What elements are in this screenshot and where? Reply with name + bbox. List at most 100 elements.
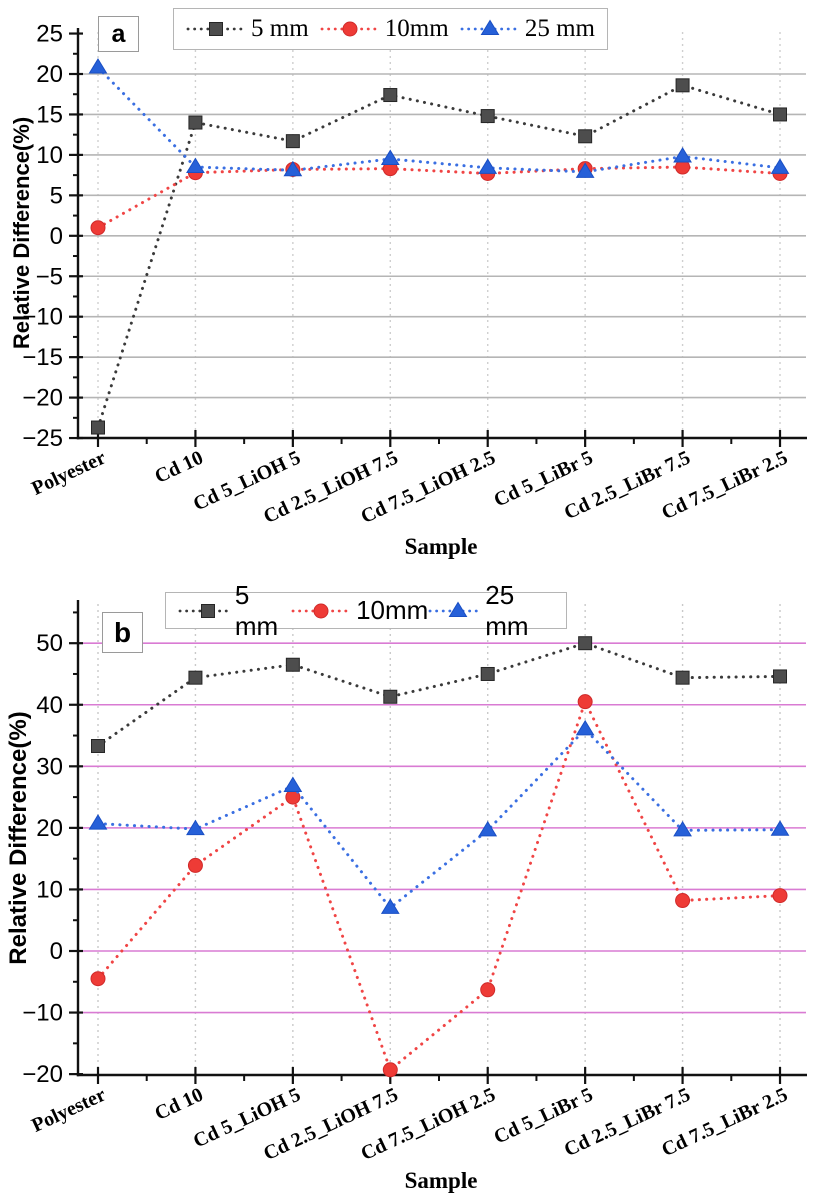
triangle-marker: [186, 157, 205, 174]
series-line-10mm: [96, 697, 782, 1073]
square-marker: [675, 670, 690, 685]
y-tick-label: 40: [36, 692, 63, 719]
panel-b-label-box: b: [102, 612, 143, 653]
square-marker: [578, 129, 593, 144]
square-marker: [188, 115, 203, 130]
circle-marker: [675, 893, 691, 909]
category-label: Polyester: [28, 447, 109, 500]
legend-marker: [209, 22, 223, 36]
legend-label-25mm: 25 mm: [485, 579, 529, 641]
dotted-line-triangle-marker-icon: [428, 601, 481, 617]
legend-panel-b: 5 mm 10mm 25 mm: [165, 580, 567, 641]
legend-marker: [480, 19, 500, 35]
legend-marker: [342, 21, 358, 37]
series-line-5mm: [96, 641, 782, 748]
square-marker: [188, 670, 203, 685]
y-tick-label: 0: [50, 223, 63, 250]
y-tick-label: −10: [22, 304, 63, 331]
square-marker: [578, 636, 593, 651]
y-tick-label: 10: [36, 142, 63, 169]
circle-marker: [772, 888, 788, 904]
square-marker: [285, 657, 300, 672]
square-marker: [773, 107, 788, 122]
y-tick-label: 5: [50, 182, 63, 209]
circle-marker: [90, 971, 106, 987]
y-tick-label: 20: [36, 61, 63, 88]
series-line-25mm: [96, 66, 782, 174]
legend-item-25mm: 25 mm: [460, 15, 595, 43]
legend-panel-a: 5 mm 10mm 25 mm: [173, 8, 608, 50]
y-tick-label: 20: [36, 815, 63, 842]
x-axis-title-a: Sample: [404, 534, 478, 559]
triangle-marker: [186, 819, 205, 836]
square-marker: [480, 109, 495, 124]
dotted-line-circle-marker-icon: [291, 603, 351, 618]
x-axis-title-b: Sample: [404, 1168, 478, 1193]
square-marker: [285, 134, 300, 149]
triangle-marker: [380, 149, 400, 165]
circle-marker: [382, 1062, 398, 1078]
y-axis-title-a: Relative Difference(%): [9, 116, 34, 350]
legend-label-10mm: 10mm: [356, 595, 429, 625]
dotted-line-triangle-marker-icon: [460, 19, 520, 35]
legend-item-5mm: 5 mm: [186, 15, 309, 43]
square-marker: [91, 739, 105, 754]
legend-marker: [448, 601, 468, 617]
square-marker: [91, 420, 105, 435]
y-tick-label: −25: [22, 425, 63, 452]
triangle-marker: [673, 147, 692, 163]
series-line-25mm: [96, 727, 782, 911]
category-label: Cd 10: [151, 1084, 206, 1125]
triangle-marker: [283, 776, 303, 793]
legend-label-5mm: 5 mm: [234, 579, 279, 641]
triangle-marker: [380, 898, 400, 914]
triangle-marker: [673, 820, 692, 837]
y-tick-label: −20: [22, 385, 63, 412]
panel-b-label: b: [113, 616, 132, 648]
triangle-marker: [478, 820, 498, 837]
y-tick-label: 30: [36, 753, 63, 780]
category-label: Polyester: [28, 1084, 109, 1137]
triangle-marker: [575, 719, 595, 736]
square-marker: [383, 689, 398, 704]
y-tick-label: 50: [36, 630, 63, 657]
series-line-10mm: [96, 165, 782, 230]
series-line-5mm: [96, 83, 782, 430]
dotted-line-circle-marker-icon: [320, 21, 380, 37]
y-axis-title-b: Relative Difference(%): [5, 711, 32, 965]
square-marker: [480, 666, 495, 681]
legend-marker: [313, 603, 329, 618]
y-tick-label: 15: [36, 101, 63, 128]
legend-item-10mm: 10mm: [320, 15, 449, 43]
panel-a-label-box: a: [98, 16, 139, 52]
dotted-line-square-marker-icon: [178, 603, 230, 618]
triangle-marker: [770, 820, 790, 836]
y-tick-label: 0: [50, 938, 63, 965]
circle-marker: [577, 694, 593, 710]
y-tick-label: −5: [36, 263, 63, 290]
triangle-marker: [478, 158, 498, 174]
y-tick-label: 25: [36, 21, 63, 48]
triangle-marker: [88, 58, 108, 74]
panel-a-label: a: [111, 19, 126, 48]
square-marker: [773, 669, 788, 684]
legend-label-10mm: 10mm: [384, 15, 449, 42]
category-label: Cd 10: [151, 447, 206, 488]
circle-marker: [480, 982, 496, 998]
triangle-marker: [88, 814, 108, 830]
y-tick-label: 10: [36, 876, 63, 903]
legend-label-25mm: 25 mm: [524, 15, 595, 42]
legend-marker: [201, 603, 215, 618]
triangle-marker: [283, 160, 303, 177]
y-tick-label: −20: [22, 1061, 63, 1088]
circle-marker: [187, 857, 203, 873]
dotted-line-square-marker-icon: [186, 22, 246, 36]
legend-item-10mm: 10mm: [291, 595, 428, 626]
triangle-marker: [770, 158, 790, 174]
square-marker: [675, 78, 690, 93]
legend-item-5mm: 5 mm: [178, 580, 291, 642]
